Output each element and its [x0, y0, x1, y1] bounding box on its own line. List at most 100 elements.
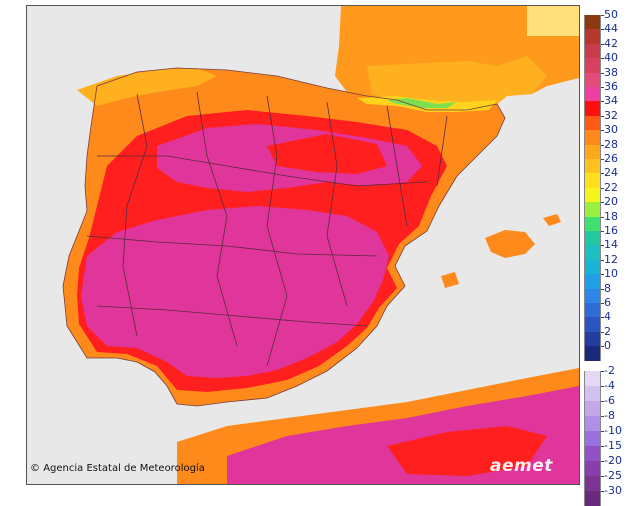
legend-tick: [601, 259, 604, 261]
legend-tick: [601, 43, 604, 45]
legend-tick: [601, 187, 604, 189]
legend-swatch: [584, 101, 601, 117]
legend-entry: 4: [582, 310, 630, 333]
legend-swatch: [584, 331, 601, 347]
legend-swatch: [584, 115, 601, 131]
legend-entry: 38: [582, 66, 630, 88]
region-interior-hot: [267, 134, 387, 174]
legend-entry: -10: [582, 424, 630, 446]
legend-swatch: [584, 159, 601, 174]
legend-tick: [601, 385, 604, 387]
legend-label: 16: [604, 224, 618, 237]
legend-entry: 12: [582, 253, 630, 275]
legend-tick: [601, 475, 604, 477]
legend-swatch: [584, 303, 601, 318]
legend-entry: 26: [582, 152, 630, 174]
legend-label: 34: [604, 94, 618, 108]
legend-label: 2: [604, 324, 611, 338]
legend-entry: 6: [582, 296, 630, 318]
legend-label: 24: [604, 166, 618, 180]
legend-tick: [601, 144, 604, 146]
legend-tick: [601, 445, 604, 447]
legend-swatch: [584, 460, 601, 476]
legend-tick: [601, 346, 604, 348]
legend-label: 4: [604, 310, 611, 324]
legend-tick: [601, 216, 604, 218]
legend-entry: 18: [582, 210, 630, 232]
admin-borders: [86, 91, 448, 367]
legend-tick: [601, 415, 604, 417]
legend-entry: -2: [582, 364, 630, 386]
legend-tick: [601, 331, 604, 333]
legend-entry: 32: [582, 109, 630, 131]
legend-entry: 36: [582, 80, 630, 102]
legend-tick: [601, 370, 604, 372]
coastline-iberia: [62, 67, 506, 407]
legend-swatch: [584, 490, 601, 506]
legend-tick: [601, 303, 604, 304]
legend-label: 12: [604, 252, 618, 266]
legend-entry: -15: [582, 439, 630, 461]
legend-tick: [601, 430, 604, 432]
legend-swatch: [584, 29, 601, 45]
legend-label: 36: [604, 80, 618, 93]
legend-entry: -20: [582, 454, 630, 476]
legend-swatch: [584, 187, 601, 203]
aemet-logo: aemet: [490, 456, 553, 476]
legend-swatch: [584, 370, 601, 386]
legend-entry: 0: [582, 339, 630, 362]
legend-entry: 22: [582, 181, 630, 203]
legend-label: 26: [604, 152, 618, 165]
legend-swatch: [584, 259, 601, 275]
legend-entry: -6: [582, 394, 630, 416]
attribution-text: © Agencia Estatal de Meteorología: [30, 463, 205, 474]
legend-entry: 20: [582, 195, 630, 218]
legend-swatch: [584, 400, 601, 416]
legend-label: -25: [604, 468, 622, 482]
legend-swatch: [584, 317, 601, 333]
legend-swatch: [584, 202, 601, 218]
legend-swatch: [584, 72, 601, 88]
legend-label: 6: [604, 296, 611, 309]
legend-entry: 16: [582, 224, 630, 246]
legend-label: 32: [604, 108, 618, 122]
legend-label: -4: [604, 378, 615, 392]
legend-tick: [601, 460, 604, 462]
legend-tick: [601, 245, 604, 247]
legend-entry: 42: [582, 37, 630, 59]
legend-label: 8: [604, 281, 611, 295]
island-mallorca: [485, 230, 535, 258]
legend-label: -2: [604, 363, 615, 377]
legend-entry: 44: [582, 22, 630, 45]
island-ibiza: [441, 272, 459, 288]
temperature-map: [26, 5, 580, 485]
legend-tick: [601, 490, 604, 492]
legend-tick: [601, 115, 604, 117]
legend-entry: -4: [582, 379, 630, 401]
legend-entry: 24: [582, 166, 630, 189]
legend-label: -6: [604, 393, 615, 407]
legend-entry: -8: [582, 409, 630, 431]
legend-entry: -30: [582, 484, 630, 506]
legend-label: -30: [604, 483, 622, 497]
legend-label: 38: [604, 65, 618, 79]
legend-tick: [601, 87, 604, 88]
legend-tick: [601, 101, 604, 103]
legend-swatch: [584, 216, 601, 232]
legend-swatch: [584, 274, 601, 290]
legend-label: 20: [604, 195, 618, 209]
legend-label: 22: [604, 180, 618, 194]
legend-tick: [601, 274, 604, 276]
legend-entry: 10: [582, 267, 630, 290]
legend-tick: [601, 130, 604, 132]
legend-swatch: [584, 43, 601, 59]
attribution-label: Agencia Estatal de Meteorología: [43, 463, 205, 474]
legend-label: 30: [604, 123, 618, 137]
legend-swatch: [584, 385, 601, 401]
legend-label: -15: [604, 438, 622, 452]
legend-swatch: [584, 346, 601, 362]
legend-entry: 30: [582, 123, 630, 146]
legend-label: 42: [604, 36, 618, 50]
legend-label: 10: [604, 267, 618, 281]
legend-swatch: [584, 430, 601, 446]
